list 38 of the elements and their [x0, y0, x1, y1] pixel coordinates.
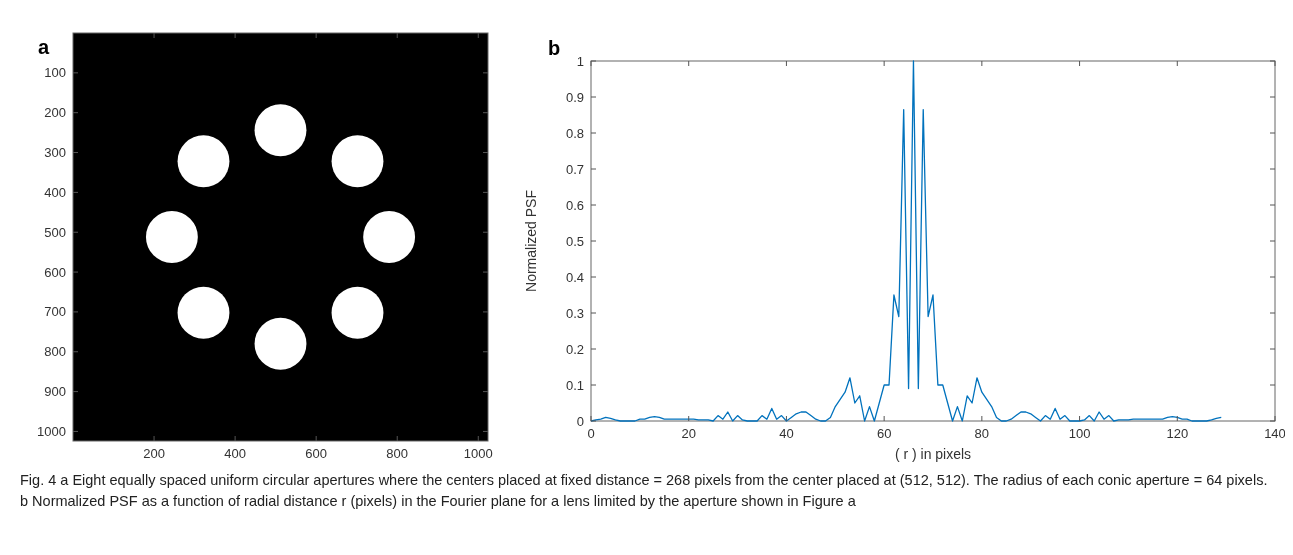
x-axis-title: ( r ) in pixels — [894, 446, 972, 462]
x-tick-label: 20 — [681, 426, 696, 441]
y-tick-label: 900 — [44, 384, 66, 400]
y-tick-label: 0.7 — [565, 161, 584, 177]
y-tick-label: 0.4 — [565, 269, 584, 285]
y-axis-title: Normalized PSF — [523, 190, 539, 292]
y-tick-label: 0.2 — [565, 341, 584, 357]
y-tick-label: 1 — [576, 53, 584, 69]
y-tick-label: 0.8 — [565, 125, 584, 141]
y-tick-label: 0.1 — [565, 377, 584, 393]
chart-title: a — [38, 36, 50, 58]
x-tick-label: 400 — [224, 446, 246, 461]
y-tick-label: 0.6 — [565, 197, 584, 213]
caption: Fig. 4 a Eight equally spaced uniform circular apertures where the centers placed at fixed distance = 268 pixels from the center placed at (512, 512). The radius of each conic aperture = 64 pixels. b Normalized PSF as a function of radial distance r (pixels) in the Fourier plane for a lens limited by the aperture shown in Figure a — [19, 471, 1269, 511]
y-tick-label: 800 — [44, 344, 66, 360]
y-tick-label: 300 — [44, 145, 66, 161]
x-tick-label: 120 — [1166, 426, 1189, 441]
y-tick-label: 600 — [44, 264, 66, 280]
chart-title: b — [548, 37, 561, 59]
y-tick-label: 100 — [44, 65, 66, 81]
x-tick-label: 80 — [974, 426, 990, 441]
x-tick-label: 100 — [1068, 426, 1091, 441]
y-tick-label: 200 — [44, 105, 66, 121]
x-tick-label: 40 — [779, 426, 794, 441]
x-tick-label: 600 — [305, 446, 328, 461]
y-tick-label: 0.3 — [565, 305, 584, 321]
x-tick-label: 60 — [876, 426, 892, 441]
x-tick-label: 1000 — [463, 446, 493, 461]
y-tick-label: 0.9 — [565, 89, 584, 105]
y-tick-label: 0 — [576, 413, 584, 429]
x-tick-label: 200 — [143, 446, 165, 461]
x-tick-label: 0 — [587, 426, 595, 441]
y-tick-label: 0.5 — [565, 233, 584, 249]
x-tick-label: 140 — [1264, 426, 1286, 441]
x-tick-label: 800 — [386, 446, 409, 461]
y-tick-label: 500 — [44, 224, 66, 240]
y-tick-label: 400 — [44, 184, 66, 200]
y-tick-label: 700 — [44, 304, 66, 320]
